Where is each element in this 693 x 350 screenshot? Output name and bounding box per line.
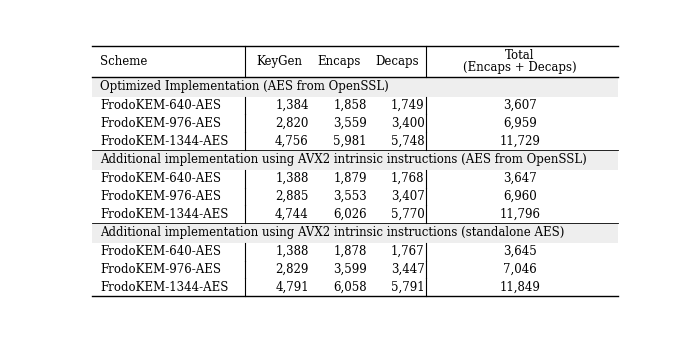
Text: FrodoKEM-1344-AES: FrodoKEM-1344-AES <box>100 281 228 294</box>
Text: Encaps: Encaps <box>317 55 361 68</box>
Text: FrodoKEM-976-AES: FrodoKEM-976-AES <box>100 190 221 203</box>
Text: 3,407: 3,407 <box>391 190 425 203</box>
Text: 2,829: 2,829 <box>275 263 309 276</box>
Text: 6,960: 6,960 <box>502 190 536 203</box>
Text: 5,770: 5,770 <box>391 208 425 221</box>
Text: FrodoKEM-1344-AES: FrodoKEM-1344-AES <box>100 208 228 221</box>
Text: 4,744: 4,744 <box>275 208 309 221</box>
Text: Scheme: Scheme <box>100 55 148 68</box>
Text: FrodoKEM-640-AES: FrodoKEM-640-AES <box>100 172 221 185</box>
Text: Additional implementation using AVX2 intrinsic instructions (AES from OpenSSL): Additional implementation using AVX2 int… <box>100 153 587 166</box>
Text: 1,384: 1,384 <box>275 99 309 112</box>
Text: 1,388: 1,388 <box>275 172 309 185</box>
Text: Decaps: Decaps <box>376 55 419 68</box>
Text: 1,878: 1,878 <box>333 245 367 258</box>
Bar <box>92 150 618 170</box>
Text: FrodoKEM-976-AES: FrodoKEM-976-AES <box>100 117 221 130</box>
Text: 5,791: 5,791 <box>391 281 425 294</box>
Text: 3,647: 3,647 <box>502 172 536 185</box>
Text: FrodoKEM-976-AES: FrodoKEM-976-AES <box>100 263 221 276</box>
Text: KeyGen: KeyGen <box>256 55 302 68</box>
Text: 6,959: 6,959 <box>502 117 536 130</box>
Text: 3,607: 3,607 <box>502 99 536 112</box>
Text: (Encaps + Decaps): (Encaps + Decaps) <box>463 61 577 74</box>
Text: 5,981: 5,981 <box>333 135 367 148</box>
Text: 7,046: 7,046 <box>502 263 536 276</box>
Text: 1,879: 1,879 <box>333 172 367 185</box>
Text: 1,388: 1,388 <box>275 245 309 258</box>
Text: FrodoKEM-640-AES: FrodoKEM-640-AES <box>100 99 221 112</box>
Text: 3,447: 3,447 <box>391 263 425 276</box>
Text: 1,767: 1,767 <box>391 245 425 258</box>
Text: 3,645: 3,645 <box>502 245 536 258</box>
Text: Optimized Implementation (AES from OpenSSL): Optimized Implementation (AES from OpenS… <box>100 80 389 93</box>
Text: 2,885: 2,885 <box>275 190 309 203</box>
Text: 6,026: 6,026 <box>333 208 367 221</box>
Text: Total: Total <box>505 49 534 62</box>
Text: 11,729: 11,729 <box>499 135 540 148</box>
Text: 3,599: 3,599 <box>333 263 367 276</box>
Text: 1,858: 1,858 <box>333 99 367 112</box>
Text: 11,796: 11,796 <box>499 208 540 221</box>
Text: 1,749: 1,749 <box>391 99 425 112</box>
Text: Additional implementation using AVX2 intrinsic instructions (standalone AES): Additional implementation using AVX2 int… <box>100 226 564 239</box>
Text: 6,058: 6,058 <box>333 281 367 294</box>
Text: FrodoKEM-1344-AES: FrodoKEM-1344-AES <box>100 135 228 148</box>
Text: 4,791: 4,791 <box>275 281 309 294</box>
Text: 4,756: 4,756 <box>275 135 309 148</box>
Bar <box>92 223 618 243</box>
Text: 1,768: 1,768 <box>391 172 425 185</box>
Text: 3,553: 3,553 <box>333 190 367 203</box>
Text: 3,400: 3,400 <box>391 117 425 130</box>
Bar <box>92 77 618 97</box>
Text: 5,748: 5,748 <box>391 135 425 148</box>
Text: FrodoKEM-640-AES: FrodoKEM-640-AES <box>100 245 221 258</box>
Text: 2,820: 2,820 <box>275 117 309 130</box>
Text: 3,559: 3,559 <box>333 117 367 130</box>
Text: 11,849: 11,849 <box>499 281 540 294</box>
